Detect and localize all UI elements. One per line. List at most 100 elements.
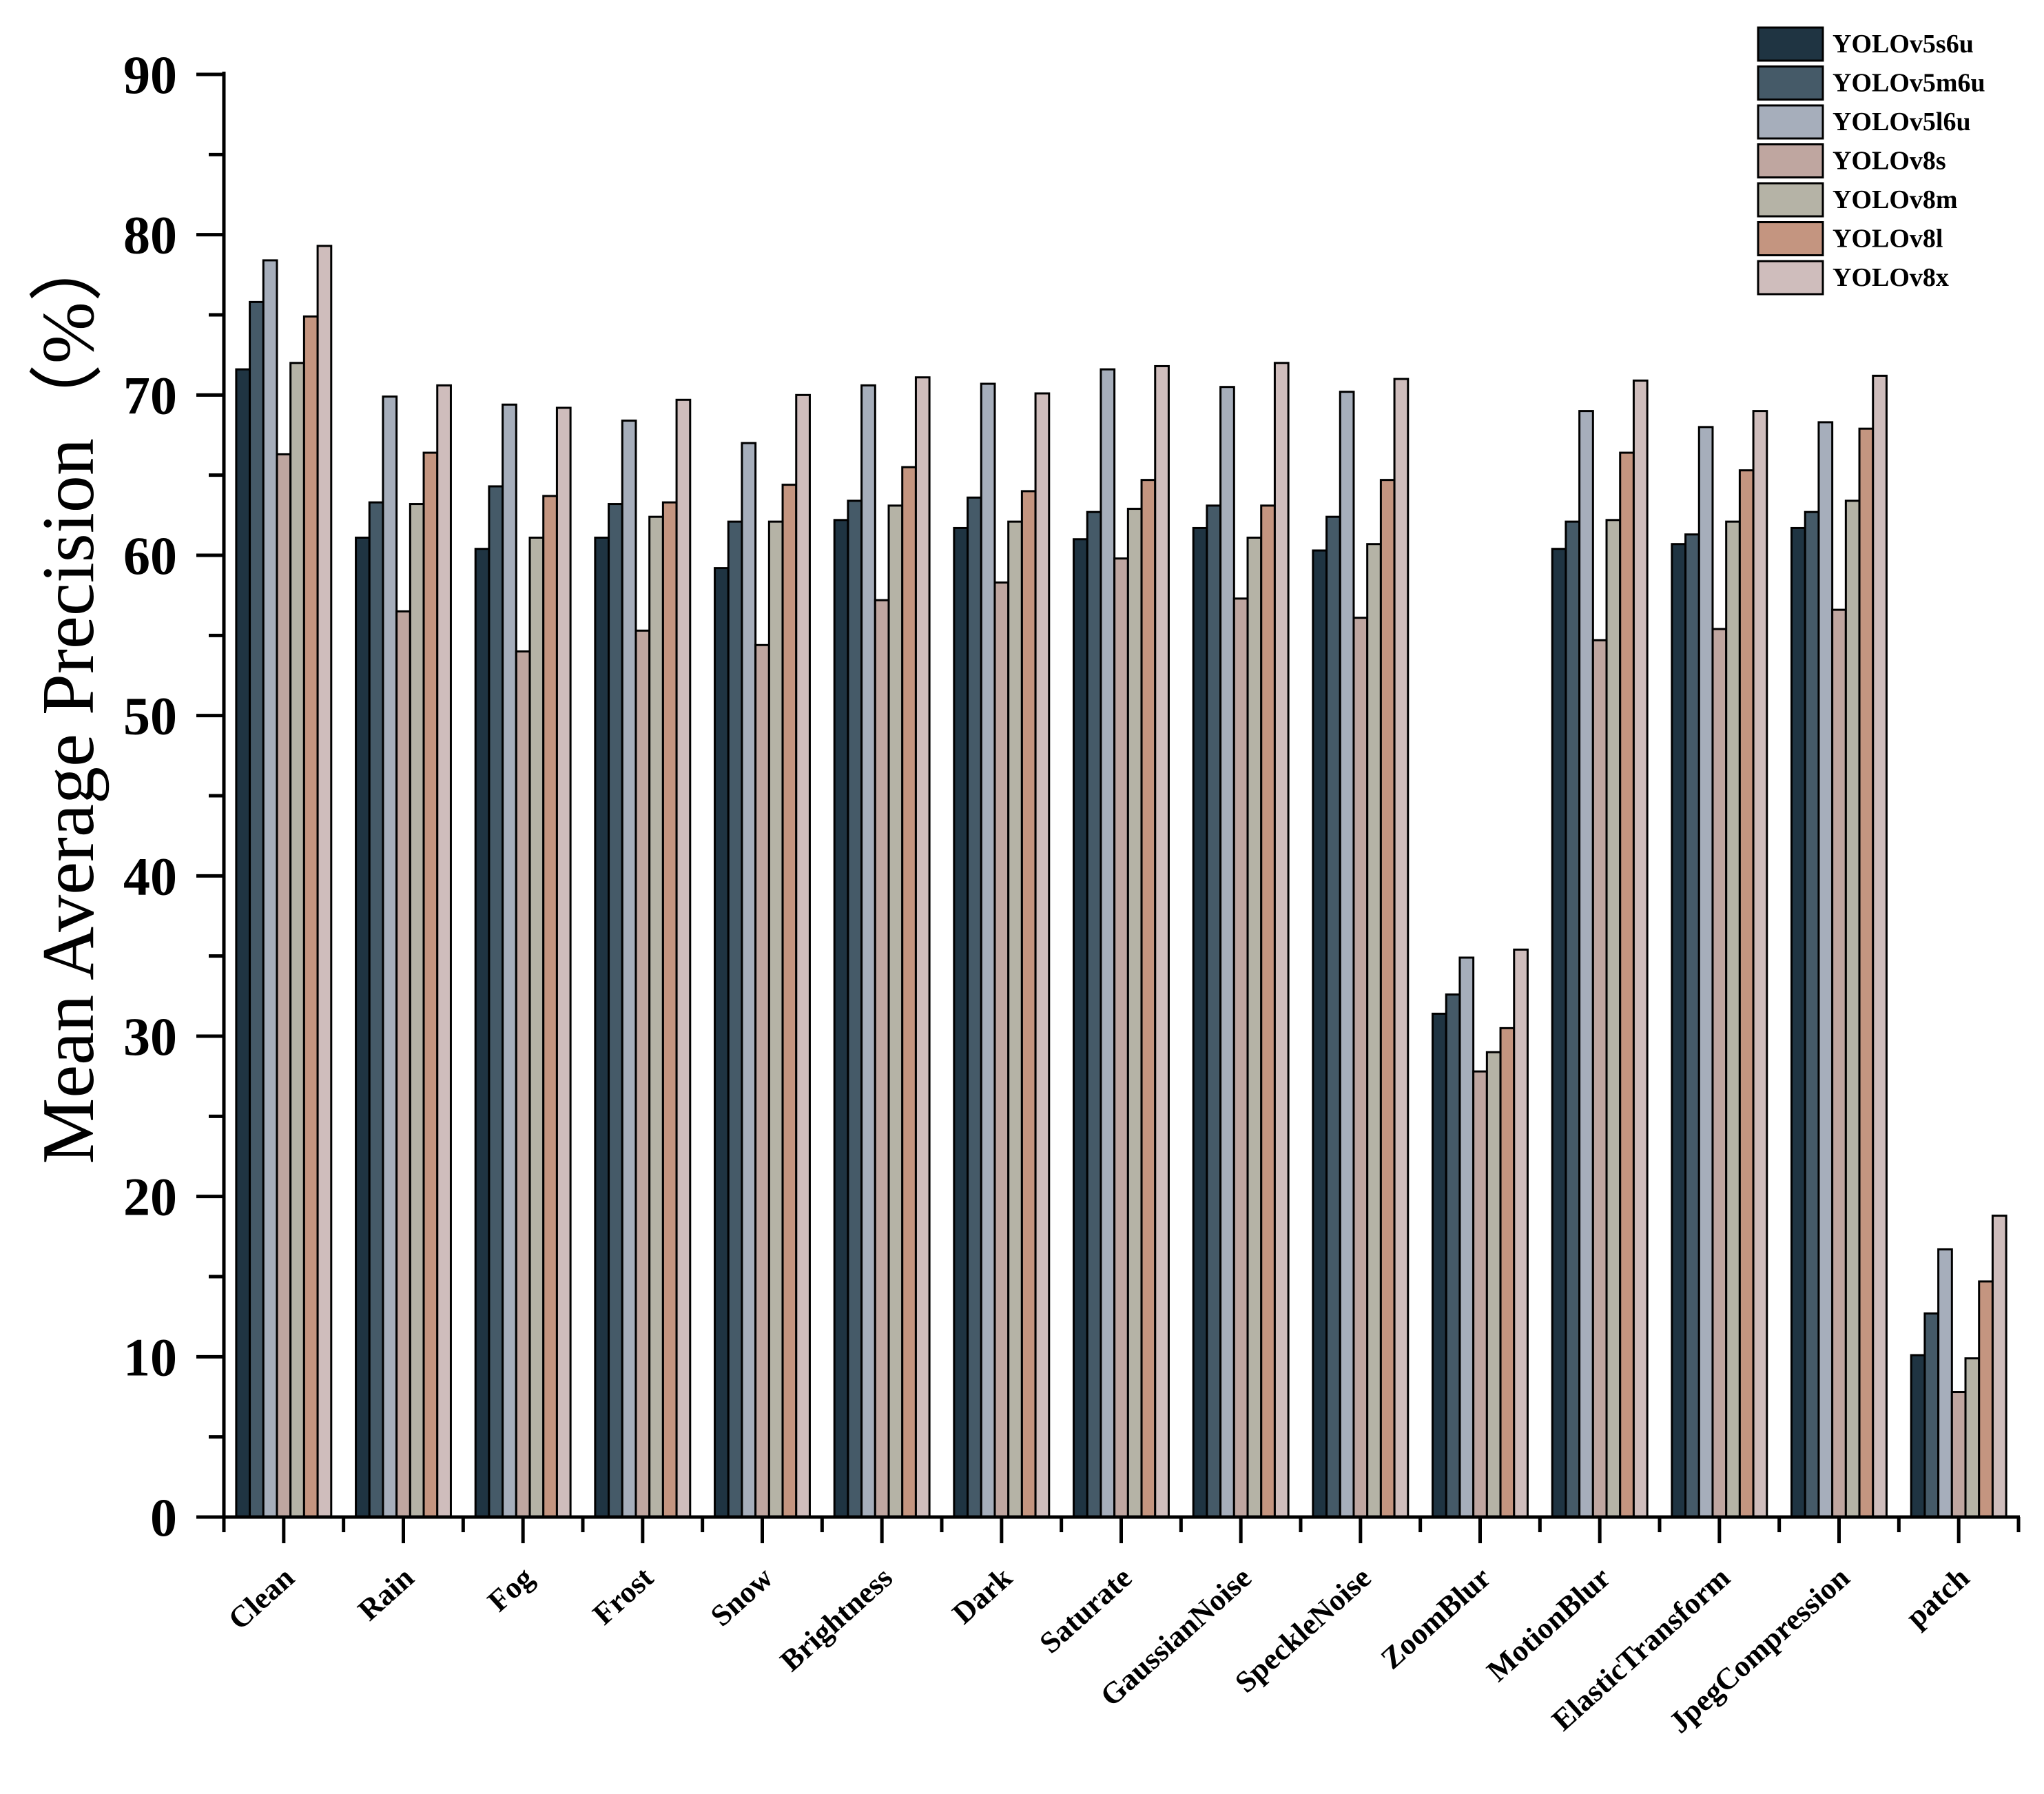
bar-YOLOv5l6u-Fog (502, 403, 517, 1518)
bar-YOLOv8m-Clean (289, 362, 305, 1518)
bar-YOLOv5s6u-Dark (953, 526, 969, 1518)
bar-YOLOv5s6u-ElasticTransform (1671, 543, 1687, 1518)
bar-YOLOv5l6u-Snow (741, 442, 757, 1518)
bar-YOLOv8m-Dark (1007, 520, 1023, 1518)
bar-YOLOv5l6u-patch (1937, 1248, 1953, 1518)
bar-YOLOv5m6u-Snow (727, 520, 743, 1518)
bar-YOLOv8l-Fog (542, 495, 558, 1518)
bar-YOLOv8s-Snow (754, 643, 770, 1518)
y-tick-label: 80 (123, 205, 177, 265)
bar-YOLOv8s-Frost (634, 629, 651, 1518)
bar-YOLOv8l-Saturate (1140, 479, 1157, 1518)
y-tick-label: 60 (123, 526, 177, 586)
y-axis: 0 10 20 30 40 50 60 70 80 90 (123, 45, 226, 1547)
bar-YOLOv5s6u-JpegCompression (1790, 526, 1806, 1518)
x-tick-label: Rain (351, 1560, 420, 1627)
bar-YOLOv8s-ZoomBlur (1472, 1070, 1488, 1518)
y-tick-label: 10 (123, 1327, 177, 1387)
legend-label-YOLOv8x: YOLOv8x (1833, 263, 1949, 292)
bar-YOLOv8x-patch (1991, 1215, 2007, 1518)
y-tick-label: 70 (123, 365, 177, 425)
bar-YOLOv8s-ElasticTransform (1711, 628, 1728, 1518)
bar-YOLOv5l6u-Clean (262, 259, 278, 1518)
x-tick-label: ZoomBlur (1374, 1560, 1497, 1676)
bar-YOLOv5s6u-patch (1910, 1354, 1926, 1518)
bar-YOLOv5m6u-ZoomBlur (1445, 993, 1461, 1518)
bar-YOLOv5l6u-GaussianNoise (1219, 386, 1235, 1518)
bar-YOLOv8m-SpeckleNoise (1366, 543, 1382, 1518)
y-tick-label: 50 (123, 686, 177, 746)
bar-YOLOv8x-GaussianNoise (1273, 362, 1290, 1518)
bar-YOLOv5s6u-GaussianNoise (1192, 526, 1208, 1518)
bar-YOLOv5s6u-Saturate (1073, 538, 1088, 1518)
x-tick-label: Clean (222, 1560, 301, 1636)
x-tick-label: Saturate (1033, 1560, 1139, 1660)
x-tick-label: Frost (586, 1560, 660, 1631)
bar-YOLOv5m6u-Brightness (847, 499, 863, 1518)
bar-YOLOv8s-Rain (395, 610, 411, 1518)
bar-YOLOv5l6u-JpegCompression (1817, 421, 1834, 1518)
bar-YOLOv8l-JpegCompression (1858, 427, 1875, 1518)
legend-swatch-YOLOv5m6u (1757, 65, 1824, 101)
legend-label-YOLOv8s: YOLOv8s (1833, 147, 1946, 176)
legend-swatch-YOLOv5s6u (1757, 26, 1824, 62)
bar-YOLOv8x-Snow (795, 393, 811, 1518)
bar-YOLOv5s6u-Clean (235, 368, 251, 1518)
bar-YOLOv8m-MotionBlur (1605, 519, 1622, 1518)
bar-YOLOv8s-Fog (515, 650, 531, 1518)
bar-YOLOv8s-SpeckleNoise (1352, 617, 1369, 1518)
y-tick-label: 30 (123, 1007, 177, 1066)
bar-YOLOv8l-Frost (661, 501, 678, 1518)
legend-swatch-YOLOv8m (1757, 182, 1824, 218)
bar-YOLOv8s-Dark (993, 581, 1010, 1518)
bar-YOLOv5m6u-ElasticTransform (1684, 533, 1700, 1518)
y-axis-label: Mean Average Precision（%） (28, 227, 110, 1164)
bar-YOLOv5s6u-SpeckleNoise (1312, 549, 1328, 1518)
bar-YOLOv8m-ElasticTransform (1725, 520, 1741, 1518)
bar-YOLOv8s-JpegCompression (1831, 608, 1847, 1518)
y-tick-label: 20 (123, 1167, 177, 1227)
bar-YOLOv8s-MotionBlur (1591, 639, 1608, 1518)
bar-YOLOv5l6u-Dark (980, 382, 996, 1518)
bar-YOLOv8l-ElasticTransform (1738, 469, 1755, 1518)
bar-YOLOv5m6u-Rain (368, 501, 384, 1518)
bar-YOLOv8l-Dark (1020, 490, 1037, 1518)
bar-YOLOv5s6u-Frost (594, 536, 610, 1518)
bar-YOLOv8l-Clean (302, 315, 319, 1518)
bar-YOLOv8m-Fog (528, 536, 545, 1518)
bar-YOLOv8m-JpegCompression (1844, 499, 1861, 1518)
legend-swatch-YOLOv8l (1757, 221, 1824, 256)
bar-YOLOv5l6u-SpeckleNoise (1339, 391, 1355, 1518)
bar-YOLOv5l6u-ElasticTransform (1697, 426, 1714, 1518)
y-tick-label: 40 (123, 846, 177, 906)
bar-YOLOv5m6u-MotionBlur (1565, 520, 1581, 1518)
legend-swatch-YOLOv5l6u (1757, 104, 1824, 140)
bar-YOLOv5m6u-Clean (249, 300, 265, 1518)
bar-YOLOv8s-Brightness (874, 599, 890, 1518)
bar-YOLOv5m6u-Dark (967, 496, 982, 1518)
bar-YOLOv8l-Rain (422, 451, 439, 1518)
bar-YOLOv5l6u-ZoomBlur (1458, 956, 1475, 1518)
bar-YOLOv8x-Frost (675, 398, 692, 1518)
y-tick-label: 90 (123, 45, 177, 105)
bar-YOLOv8l-MotionBlur (1619, 451, 1635, 1518)
bar-YOLOv5m6u-JpegCompression (1804, 511, 1820, 1518)
bar-YOLOv8m-Snow (767, 520, 784, 1518)
bar-YOLOv8s-patch (1950, 1391, 1967, 1518)
plot-area (235, 245, 2007, 1518)
bar-YOLOv8x-Rain (436, 384, 452, 1518)
legend-label-YOLOv5s6u: YOLOv5s6u (1833, 30, 1974, 59)
bar-YOLOv8m-Frost (648, 515, 664, 1518)
bar-YOLOv5s6u-ZoomBlur (1432, 1012, 1447, 1518)
bar-YOLOv8l-GaussianNoise (1260, 504, 1276, 1518)
bar-YOLOv5s6u-Snow (714, 567, 730, 1518)
bar-YOLOv8m-Rain (409, 503, 425, 1518)
x-tick-label: Snow (704, 1560, 779, 1633)
bar-YOLOv8x-JpegCompression (1872, 374, 1888, 1518)
x-tick-label: patch (1899, 1560, 1976, 1634)
bar-YOLOv8m-Brightness (887, 504, 904, 1518)
bar-YOLOv5m6u-patch (1923, 1312, 1940, 1518)
bar-YOLOv5m6u-Frost (608, 503, 623, 1518)
